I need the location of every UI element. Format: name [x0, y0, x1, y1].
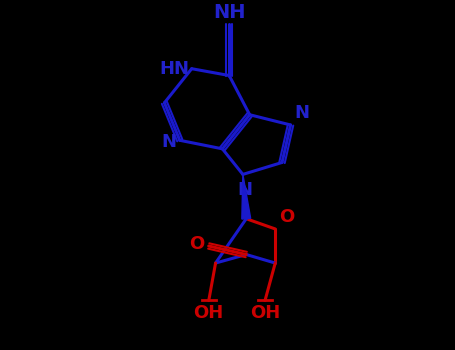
Text: OH: OH: [250, 304, 280, 322]
Text: OH: OH: [194, 304, 224, 322]
Text: O: O: [278, 208, 294, 225]
Text: O: O: [189, 235, 205, 253]
Text: NH: NH: [213, 3, 245, 22]
Polygon shape: [242, 174, 251, 219]
Text: N: N: [162, 133, 177, 151]
Text: HN: HN: [159, 60, 189, 78]
Text: N: N: [237, 181, 252, 198]
Text: N: N: [295, 104, 310, 121]
